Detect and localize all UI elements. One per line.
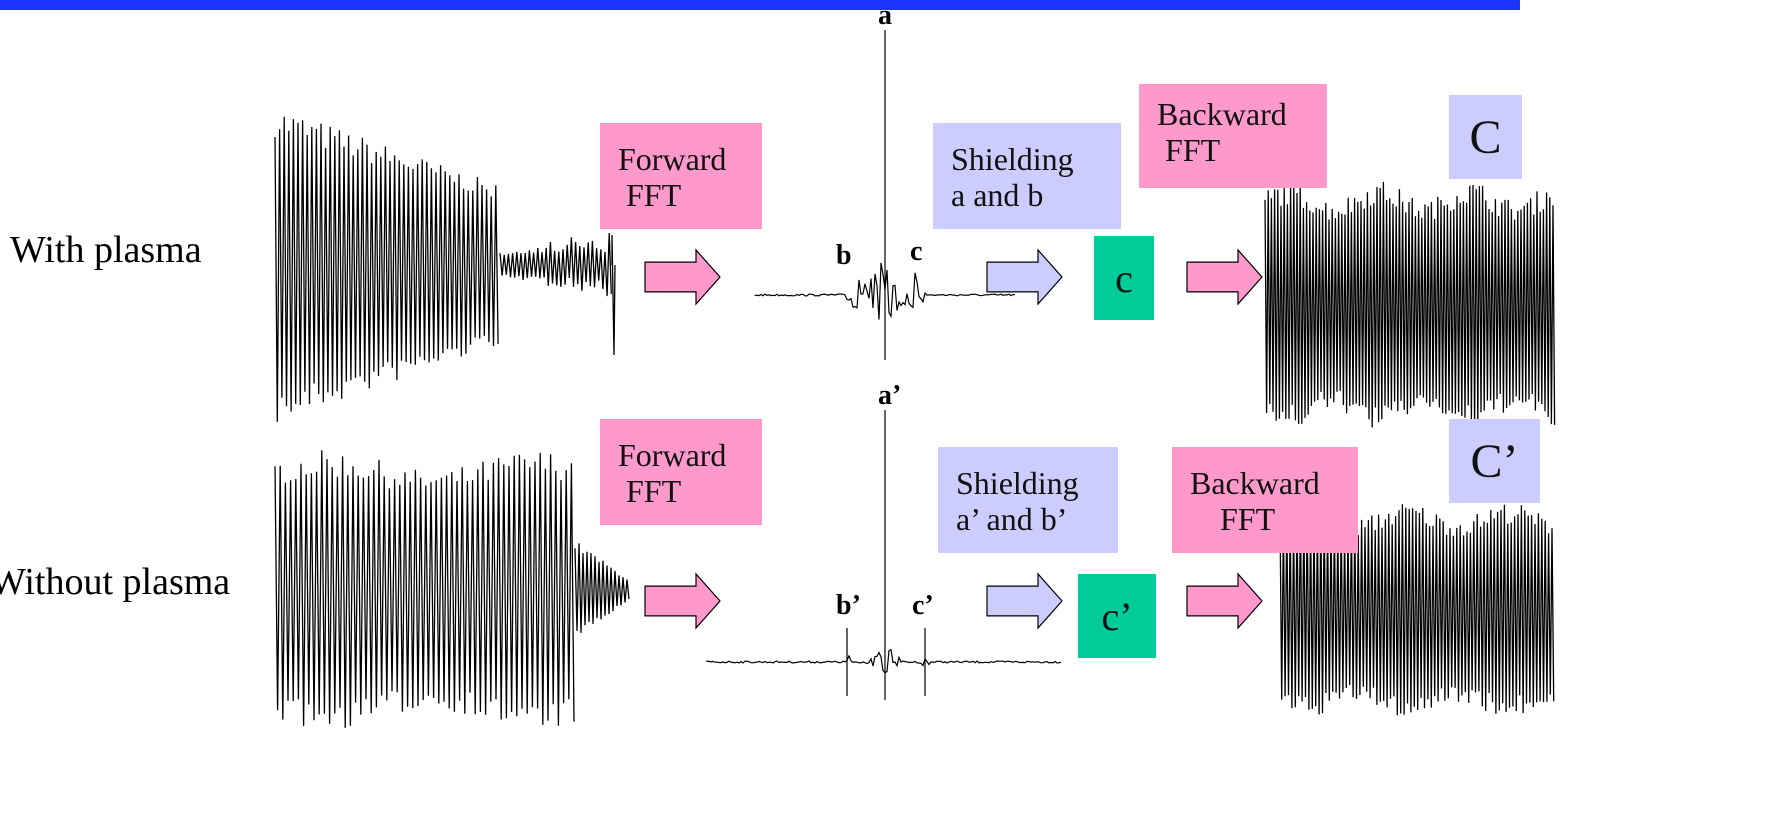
output-waveform-with-plasma [1264, 181, 1556, 428]
spectrum-without-plasma [706, 648, 1062, 674]
peak-label-c-prime: c’ [912, 590, 934, 621]
backward-fft-box-1: Backward FFT [1139, 84, 1327, 188]
backward-fft-line-4: FFT [1220, 501, 1276, 537]
shielding-line-2: a and b [951, 177, 1044, 213]
forward-fft-box-2: Forward FFT [600, 419, 762, 525]
arrow-shield-1 [986, 248, 1063, 306]
peak-label-a-prime: a’ [878, 380, 902, 411]
input-waveform-with-plasma [274, 116, 499, 422]
result-box-C: C [1449, 95, 1522, 179]
peak-label-a: a [878, 0, 892, 31]
spectrum-with-plasma [754, 262, 1016, 320]
result-box-c: c [1094, 236, 1154, 320]
input-waveform-without-plasma [274, 450, 575, 728]
shielding-line-1: Shielding [951, 141, 1074, 177]
result-box-C-prime: C’ [1449, 419, 1540, 503]
forward-fft-line-4: FFT [618, 473, 682, 509]
arrow-forward-1 [644, 248, 721, 306]
backward-fft-box-2: Backward FFT [1172, 447, 1358, 553]
forward-fft-box-1: Forward FFT [600, 123, 762, 229]
forward-fft-line-1: Forward [618, 141, 727, 177]
shielding-line-3: Shielding [956, 465, 1079, 501]
arrow-backward-1 [1186, 248, 1263, 306]
shielding-line-4: a’ and b’ [956, 501, 1068, 537]
shielding-box-2: Shielding a’ and b’ [938, 447, 1118, 553]
input-tail-without-plasma [574, 543, 630, 633]
backward-fft-line-3: Backward [1190, 465, 1320, 501]
input-spike-with-plasma [611, 234, 616, 356]
arrow-forward-2 [644, 572, 721, 630]
backward-fft-line-2: FFT [1157, 132, 1221, 168]
input-tail-with-plasma [499, 232, 612, 297]
output-waveform-without-plasma [1279, 504, 1555, 716]
peak-label-b-prime: b’ [836, 590, 861, 621]
row-label-with-plasma: With plasma [10, 229, 202, 271]
forward-fft-line-2: FFT [618, 177, 682, 213]
title-bar-stripe [0, 0, 1520, 10]
row-label-without-plasma: Without plasma [0, 561, 231, 603]
shielding-box-1: Shielding a and b [933, 123, 1121, 229]
arrow-shield-2 [986, 572, 1063, 630]
arrow-backward-2 [1186, 572, 1263, 630]
peak-label-b: b [836, 240, 852, 271]
backward-fft-line-1: Backward [1157, 96, 1287, 132]
peak-label-c: c [910, 236, 923, 267]
forward-fft-line-3: Forward [618, 437, 727, 473]
result-box-c-prime: c’ [1078, 574, 1156, 658]
